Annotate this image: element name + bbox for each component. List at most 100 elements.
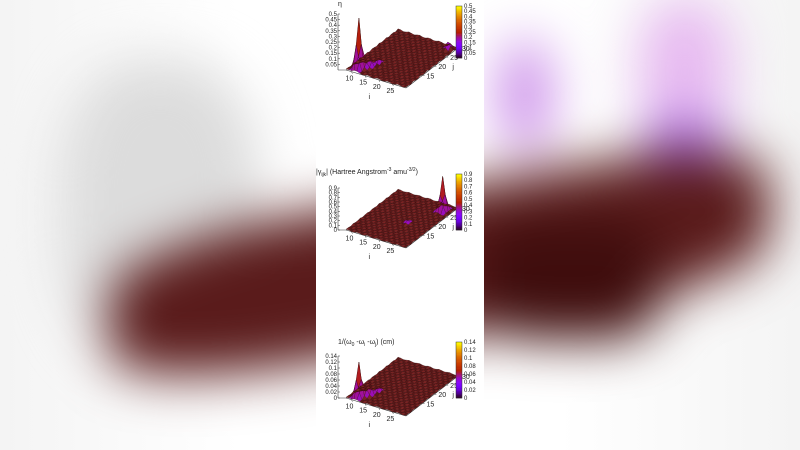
chart-1: η0.050.10.150.20.250.30.350.40.450.51015… [325,1,476,101]
colorbar-swatch [456,195,462,197]
colorbar-tick-label: 0.2 [464,35,473,41]
j-axis-label: j [451,224,454,231]
j-tick-label: 15 [427,401,435,408]
j-tick-label: 25 [450,215,458,222]
i-tick-label: 20 [373,244,381,251]
colorbar-swatch [456,392,462,395]
colorbar-swatch [456,379,462,382]
j-tick-label: 15 [427,233,435,240]
j-tick-label: 25 [450,383,458,390]
i-tick-label: 25 [386,416,394,423]
i-tick [351,399,353,402]
chart-title: |γijk| (Hartree Angstrom-3 amu-3/2) [316,167,418,178]
surface-cell [395,188,401,193]
colorbar-swatch [456,47,462,50]
colorbar-swatch [456,39,462,42]
j-tick-label: 20 [438,224,446,231]
surface-cell [395,356,401,361]
colorbar-swatch [456,221,462,224]
colorbar-swatch [456,33,462,35]
i-tick-label: 10 [346,76,354,83]
colorbar-tick-label: 0.14 [464,340,476,346]
i-tick [392,411,394,415]
colorbar: 0.14 0.12 0.1 0.08 0.06 0.04 0.02 0 [455,340,476,402]
z-tick-label: 0.2 [329,219,338,225]
colorbar-swatch [456,358,462,361]
colorbar-swatch [456,176,462,179]
j-tick-label: 30 [462,374,470,381]
colorbar-tick-label: 0.7 [464,184,473,190]
colorbar-swatch [456,46,462,48]
colorbar-tick-label: 0.12 [464,348,476,354]
colorbar-swatch [456,228,462,231]
colorbar-tick-label: 0.35 [464,20,476,26]
colorbar-swatch [456,12,462,15]
j-tick-label: 30 [462,206,470,213]
colorbar-swatch [456,213,462,215]
z-tick-label: 0.4 [329,23,338,29]
z-tick-label: 0.05 [325,62,337,68]
i-tick [392,83,394,87]
colorbar-frame [455,173,463,231]
colorbar-swatch [456,395,462,397]
colorbar-swatch [456,189,462,192]
z-tick-label: 0.35 [325,29,337,35]
i-tick-label: 15 [359,408,367,415]
i-axis-line [345,229,407,249]
i-tick [378,79,380,82]
colorbar-swatch [456,35,462,38]
i-tick [392,243,394,247]
colorbar-tick-label: 0.02 [464,388,476,394]
colorbar-swatch [456,216,462,218]
colorbar-tick-label: 0.6 [464,191,473,197]
colorbar-swatch [456,190,462,193]
i-tick-label: 15 [359,80,367,87]
colorbar-swatch [456,384,462,386]
colorbar-swatch [456,203,462,206]
j-axis-line [405,47,459,89]
colorbar-tick-label: 0.1 [464,356,473,362]
colorbar-swatch [456,54,462,56]
j-tick-label: 15 [427,73,435,80]
colorbar-swatch [456,344,462,347]
colorbar-swatch [456,30,462,33]
z-tick-label: 0.3 [329,34,338,40]
colorbar-swatch [456,183,462,186]
colorbar-swatch [456,15,462,17]
colorbar-swatch [456,48,462,51]
i-tick [351,231,353,234]
z-tick-label: 0.14 [325,354,337,360]
chart-panel: η 0.05 0.1 0.15 0.2 0.25 0.3 0.35 0.4 0.45 0.5 10 15… [316,0,484,450]
colorbar-swatch [456,389,462,392]
colorbar-tick-label: 0.04 [464,380,476,386]
z-tick-label: 0.9 [329,186,338,192]
colorbar-swatch [456,28,462,30]
colorbar-swatch [456,207,462,210]
z-tick-label: 0.6 [329,200,338,206]
colorbar-swatch [456,38,462,41]
colorbar-tick-label: 0.1 [464,46,473,52]
colorbar-tick-label: 0.4 [464,203,473,209]
z-tick-label: 0.2 [329,46,338,52]
surface-mesh [345,356,459,416]
colorbar-swatch [456,361,462,364]
colorbar-tick-label: 0.4 [464,14,473,20]
colorbar-tick-label: 0 [464,56,468,62]
colorbar-swatch [456,26,462,29]
colorbar-swatch [456,34,462,37]
j-tick-label: 20 [438,64,446,71]
colorbar-swatch [456,374,462,376]
i-tick-label: 20 [373,84,381,91]
colorbar-swatch [456,375,462,378]
colorbar-swatch [456,55,462,57]
colorbar-swatch [456,43,462,46]
colorbar-swatch [456,51,462,54]
colorbar-swatch [456,346,462,348]
z-tick-label: 0.8 [329,191,338,197]
colorbar-swatch [456,368,462,371]
colorbar-swatch [456,182,462,185]
colorbar-swatch [456,224,462,227]
colorbar-swatch [456,357,462,360]
j-axis-line [405,375,459,417]
colorbar-swatch [456,24,462,26]
